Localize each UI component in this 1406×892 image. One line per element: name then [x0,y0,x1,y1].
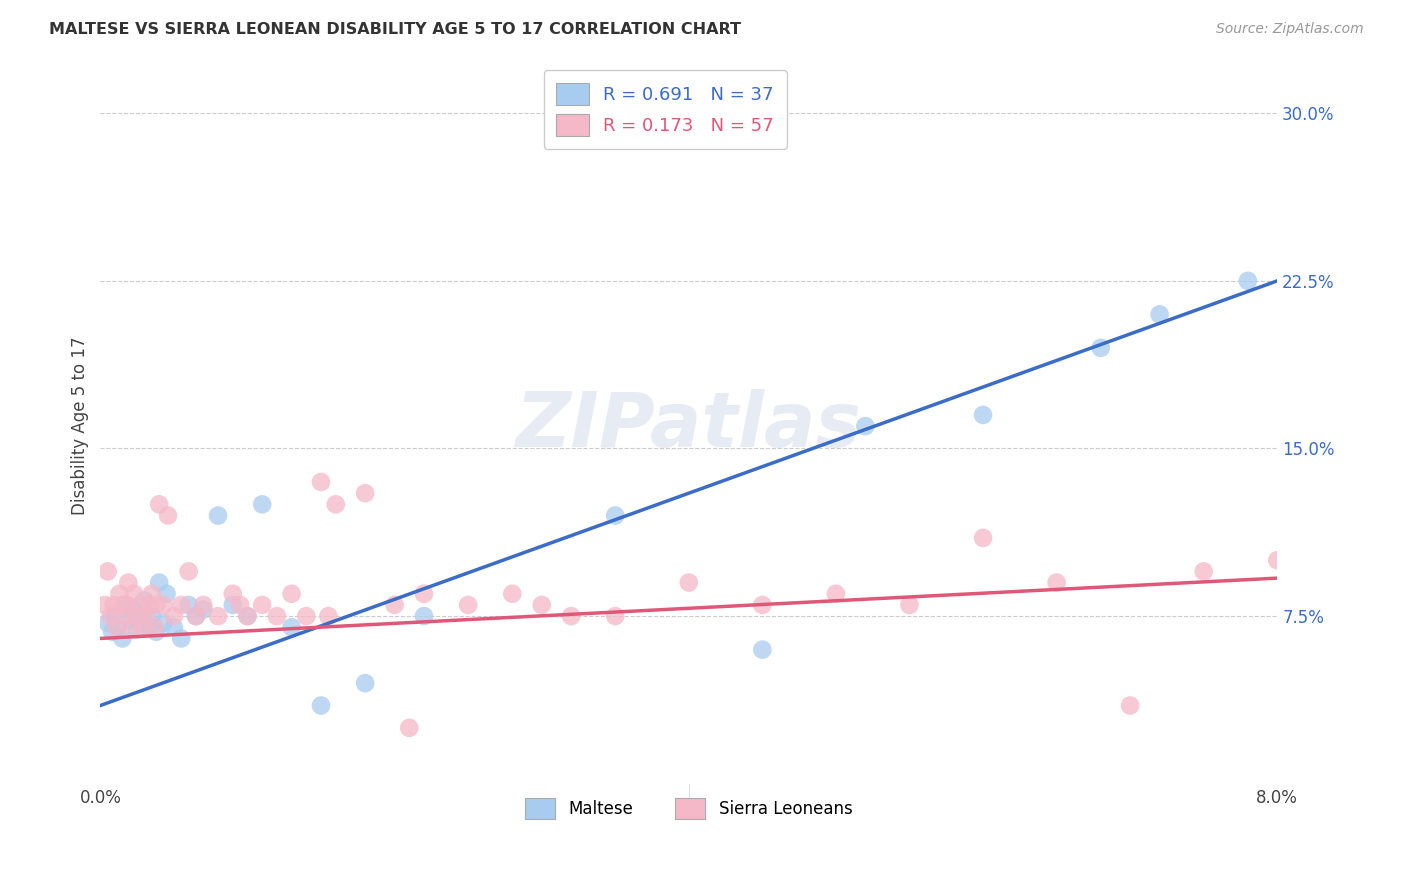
Point [207,508,229,523]
Point [1149,307,1171,321]
Point [152,615,174,630]
Point [163,620,186,634]
Point [751,598,773,612]
Point [121,602,143,616]
Point [1265,553,1288,567]
Point [135,609,157,624]
Point [678,575,700,590]
Point [177,565,200,579]
Point [163,609,186,624]
Point [141,587,163,601]
Point [853,419,876,434]
Point [107,620,129,634]
Point [177,598,200,612]
Point [117,575,139,590]
Point [560,609,582,624]
Point [97,615,120,630]
Point [114,598,136,612]
Point [457,598,479,612]
Legend: Maltese, Sierra Leoneans: Maltese, Sierra Leoneans [519,792,859,825]
Point [184,609,207,624]
Point [605,609,627,624]
Point [972,408,994,422]
Point [222,587,245,601]
Point [115,598,138,612]
Point [222,598,245,612]
Point [127,623,149,637]
Point [155,587,177,601]
Point [250,497,273,511]
Point [972,531,994,545]
Point [605,508,627,523]
Point [127,609,149,624]
Point [97,565,120,579]
Point [898,598,921,612]
Point [118,614,141,628]
Point [530,598,553,612]
Point [141,609,163,624]
Point [295,609,318,624]
Point [170,632,193,646]
Point [131,609,153,624]
Point [825,587,848,601]
Point [309,698,332,713]
Point [309,475,332,489]
Point [1192,565,1215,579]
Point [1045,575,1067,590]
Point [280,587,302,601]
Point [148,497,170,511]
Point [229,598,252,612]
Text: MALTESE VS SIERRA LEONEAN DISABILITY AGE 5 TO 17 CORRELATION CHART: MALTESE VS SIERRA LEONEAN DISABILITY AGE… [49,22,741,37]
Point [152,598,174,612]
Y-axis label: Disability Age 5 to 17: Disability Age 5 to 17 [72,337,89,516]
Point [280,620,302,634]
Point [111,632,134,646]
Point [1090,341,1112,355]
Point [170,598,193,612]
Point [120,620,142,634]
Point [354,486,377,500]
Point [751,642,773,657]
Point [413,609,436,624]
Point [354,676,377,690]
Point [325,497,347,511]
Point [132,620,155,634]
Point [184,609,207,624]
Point [114,609,136,624]
Point [384,598,406,612]
Point [101,624,124,639]
Point [193,602,215,616]
Point [145,624,167,639]
Point [193,598,215,612]
Point [111,598,134,612]
Point [103,598,125,612]
Point [138,598,160,612]
Point [1237,274,1260,288]
Point [138,620,160,634]
Point [145,598,167,612]
Point [122,587,145,601]
Point [236,609,259,624]
Point [143,620,166,634]
Point [318,609,340,624]
Point [207,609,229,624]
Point [236,609,259,624]
Point [250,598,273,612]
Point [1119,698,1142,713]
Point [100,609,122,624]
Point [413,587,436,601]
Point [104,609,127,624]
Point [108,587,131,601]
Point [134,593,156,607]
Point [501,587,523,601]
Text: Source: ZipAtlas.com: Source: ZipAtlas.com [1216,22,1364,37]
Text: ZIPatlas: ZIPatlas [516,389,862,463]
Point [148,575,170,590]
Point [94,598,117,612]
Point [398,721,420,735]
Point [129,598,152,612]
Point [157,508,180,523]
Point [105,620,128,634]
Point [266,609,288,624]
